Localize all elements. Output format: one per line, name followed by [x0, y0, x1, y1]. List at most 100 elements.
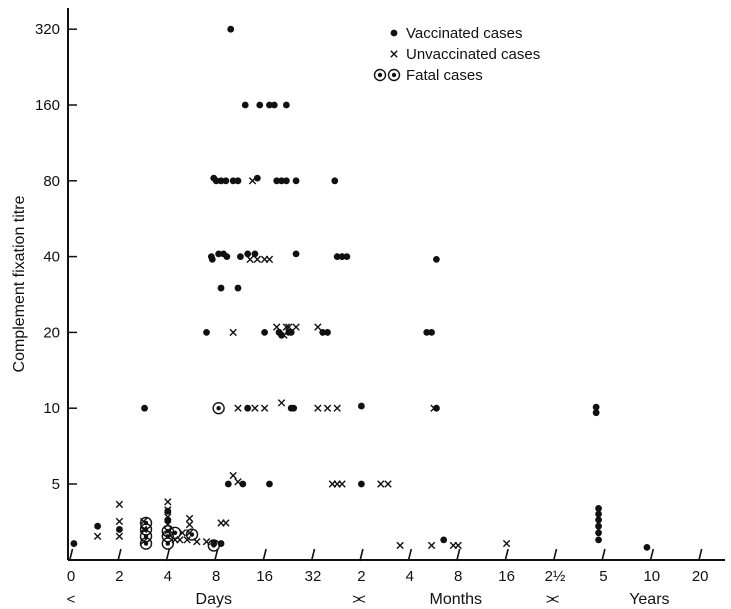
y-tick-label: 10: [43, 400, 60, 417]
unvaccinated-point: [333, 404, 341, 412]
unvaccinated-point: [292, 323, 300, 331]
x-tick-mark: [165, 548, 171, 562]
x-group-label: Days: [196, 591, 232, 608]
x-tick-mark: [455, 548, 461, 562]
vaccinated-point: [239, 480, 247, 488]
x-tick-label: 2: [357, 568, 365, 585]
unvaccinated-point: [273, 323, 281, 331]
vaccinated-point: [164, 507, 172, 515]
x-tick-label: 32: [305, 568, 322, 585]
y-tick-label: 320: [35, 21, 60, 38]
x-group-end-arrow: >: [352, 591, 361, 608]
vaccinated-point: [290, 404, 298, 412]
x-tick-label: 16: [256, 568, 273, 585]
series-cross: [93, 177, 511, 550]
x-group-label: Months: [430, 591, 482, 608]
unvaccinated-point: [396, 541, 404, 550]
unvaccinated-point: [314, 323, 322, 331]
vaccinated-point: [244, 404, 252, 412]
vaccinated-point: [203, 329, 210, 336]
vaccinated-point: [595, 516, 602, 524]
unvaccinated-point: [282, 323, 291, 331]
x-tick-label: 0: [67, 568, 75, 585]
vaccinated-point: [217, 177, 225, 185]
vaccinated-point: [292, 250, 300, 258]
vaccinated-point: [343, 253, 351, 260]
unvaccinated-point: [229, 471, 237, 480]
x-axis-groups: <>Days<>Months<>Years: [67, 591, 670, 608]
unvaccinated-point: [384, 480, 392, 488]
x-tick-mark: [697, 548, 703, 562]
unvaccinated-point: [234, 478, 242, 486]
x-tick-label: 16: [498, 568, 515, 585]
unvaccinated-point: [265, 255, 274, 264]
fatal-ring: [373, 68, 387, 82]
fatal-center: [391, 72, 397, 78]
vaccinated-point: [266, 480, 273, 488]
unvaccinated-point: [115, 500, 124, 509]
fatal-ring: [139, 516, 153, 530]
fatal-point: [185, 528, 199, 541]
series-dot: [70, 25, 651, 551]
vaccinated-point: [428, 329, 435, 336]
fatal-center: [172, 530, 178, 536]
vaccinated-point: [94, 522, 102, 530]
x-tick-label: 5: [599, 568, 607, 585]
x-tick-mark: [504, 548, 509, 562]
vaccinated-point: [212, 177, 220, 185]
x-tick-label: 2: [115, 568, 123, 585]
data-points: [70, 25, 651, 552]
vaccinated-point: [70, 540, 78, 547]
x-tick-mark: [262, 548, 267, 562]
x-tick-mark: [310, 548, 316, 562]
unvaccinated-point: [183, 536, 191, 544]
vaccinated-point: [595, 522, 602, 530]
unvaccinated-point: [285, 323, 293, 331]
vaccinated-point: [224, 480, 232, 488]
fatal-ring: [212, 402, 225, 415]
vaccinated-point: [595, 536, 602, 544]
vaccinated-point: [234, 284, 242, 292]
legend-fatal-icon: [373, 68, 387, 82]
unvaccinated-point: [427, 541, 436, 550]
fatal-center: [143, 541, 149, 546]
vaccinated-point: [433, 255, 440, 263]
vaccinated-point: [592, 403, 600, 411]
unvaccinated-point: [115, 532, 124, 540]
x-tick-label: 10: [643, 568, 660, 585]
fatal-point: [207, 539, 220, 552]
vaccinated-point: [141, 404, 148, 412]
x-tick-mark: [117, 548, 122, 562]
x-tick-label: 8: [212, 568, 220, 585]
unvaccinated-point: [164, 506, 172, 514]
unvaccinated-point: [234, 404, 242, 412]
x-tick-label: 2½: [545, 568, 566, 585]
vaccinated-point: [358, 402, 365, 410]
x-tick-mark: [601, 548, 606, 562]
vaccinated-point: [227, 25, 235, 33]
vaccinated-point: [241, 101, 249, 109]
x-tick-label: 8: [454, 568, 462, 585]
x-group-end-arrow: >: [546, 591, 555, 608]
x-group-label: Years: [629, 591, 669, 608]
vaccinated-point: [273, 177, 281, 185]
x-group-start-arrow: <: [67, 591, 76, 608]
unvaccinated-point: [277, 399, 286, 407]
x-tick-mark: [407, 548, 413, 562]
fatal-ring: [168, 526, 182, 540]
vaccinated-point: [116, 526, 123, 533]
unvaccinated-point: [338, 480, 346, 488]
unvaccinated-point: [185, 520, 194, 529]
legend-fatal-icon: [387, 68, 401, 82]
vaccinated-point: [282, 101, 290, 109]
unvaccinated-point: [260, 404, 269, 412]
fatal-center: [211, 543, 216, 548]
y-tick-label: 5: [52, 476, 60, 493]
vaccinated-point: [278, 177, 285, 185]
vaccinated-point: [358, 480, 365, 488]
unvaccinated-point: [280, 331, 288, 339]
fatal-center: [189, 532, 195, 537]
unvaccinated-point: [164, 513, 172, 521]
vaccinated-point: [223, 253, 231, 260]
